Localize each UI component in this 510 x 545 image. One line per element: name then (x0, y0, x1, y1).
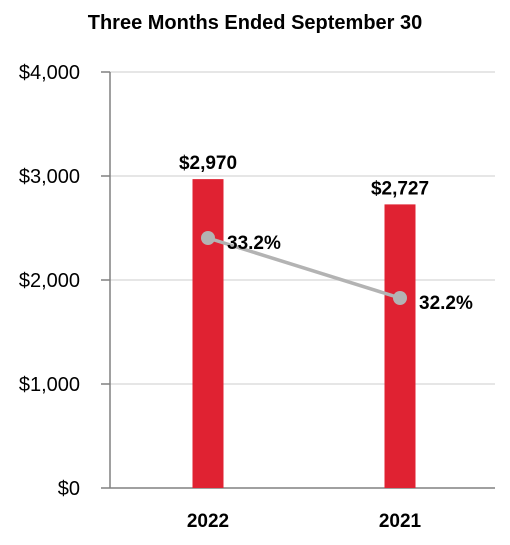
margin-point-label: 33.2% (227, 233, 281, 254)
y-tick-label: $2,000 (19, 270, 80, 292)
y-tick-label: $1,000 (19, 374, 80, 396)
margin-point-label: 32.2% (419, 293, 473, 314)
x-tick-label: 2021 (379, 511, 422, 532)
bar-2021 (384, 204, 416, 488)
bar-value-label: $2,727 (371, 178, 429, 199)
x-tick-label: 2022 (187, 511, 229, 532)
bar-2022 (192, 179, 224, 488)
y-tick-label: $4,000 (19, 62, 80, 84)
y-tick-label: $0 (58, 478, 80, 500)
chart-title: Three Months Ended September 30 (87, 12, 423, 34)
bar-value-label: $2,970 (179, 153, 237, 174)
y-tick-label: $3,000 (19, 166, 80, 188)
margin-series-line (207, 236, 401, 300)
margin-point (393, 291, 407, 305)
margin-point (201, 231, 215, 245)
